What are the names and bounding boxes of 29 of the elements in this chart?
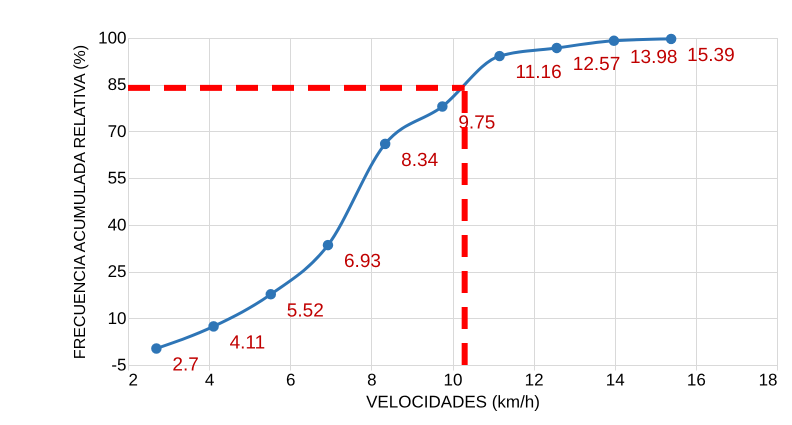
y-tick-label: 25: [108, 262, 126, 282]
annotation: 6.93: [344, 251, 381, 272]
annotation: 9.75: [458, 112, 496, 134]
y-tick-label: 70: [108, 122, 126, 141]
annotation: 13.98: [630, 46, 678, 68]
y-tick-label: 55: [108, 168, 126, 188]
y-tick-label: 40: [108, 215, 126, 234]
annotation: 12.57: [572, 54, 620, 75]
x-tick-label: 16: [686, 370, 706, 390]
x-tick-label: 2: [128, 370, 138, 390]
x-tick-label: 10: [444, 370, 462, 390]
y-tick-label: -5: [111, 356, 126, 374]
x-tick-label: 6: [286, 370, 296, 390]
y-tick-label: 85: [108, 75, 126, 94]
x-tick-label: 12: [524, 370, 544, 390]
annotation: 11.16: [516, 62, 562, 84]
annotation: 5.52: [286, 300, 324, 322]
annotation: 4.11: [230, 332, 266, 354]
x-tick-label: 14: [606, 370, 625, 390]
annotation: 15.39: [687, 44, 735, 66]
y-axis-title: FRECUENCIA ACUMULADA RELATIVA (%): [72, 44, 90, 360]
annotation: 2.7: [172, 354, 199, 376]
y-tick-label: 10: [108, 308, 126, 328]
x-tick-label: 8: [367, 370, 377, 390]
annotation: 8.34: [401, 150, 439, 171]
x-axis-title: VELOCIDADES (km/h): [366, 392, 540, 412]
y-tick-label: 100: [98, 28, 126, 48]
x-tick-label: 4: [204, 370, 214, 390]
x-tick-label: 18: [758, 370, 778, 390]
